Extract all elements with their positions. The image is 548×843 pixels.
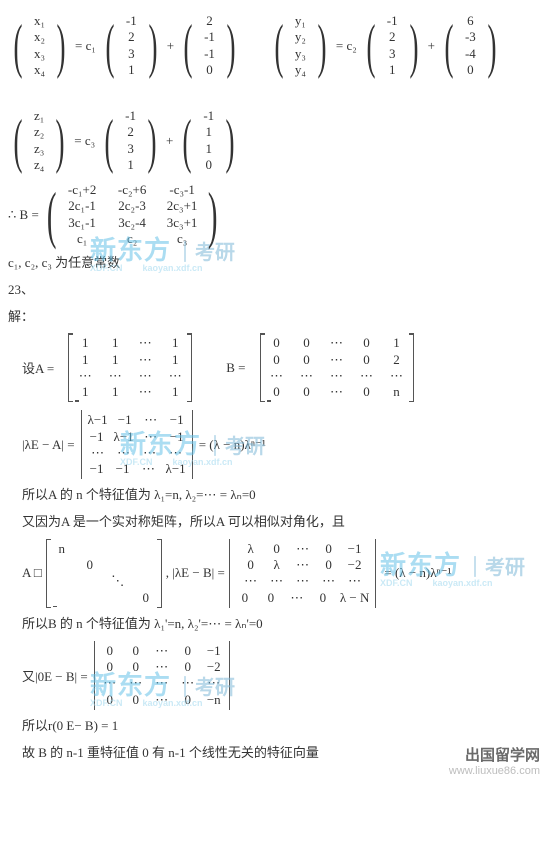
det-rhs: = (λ − n)λⁿ⁻¹ [199, 437, 266, 453]
eigenvalues-A: 所以A 的 n 个特征值为 λ₁=n, λ₂=⋯ = λₙ=0 [22, 485, 540, 506]
diag-matrix: n 0 ⋱ 0 [46, 539, 162, 608]
det0-matrix: 00⋯0−1 00⋯0−2 ⋯⋯⋯⋯⋯ 00⋯0−n [94, 641, 230, 710]
det-lambdaE-A-row: |λE − A| = λ−1−1⋯−1 −1λ−1⋯−1 ⋯⋯⋯⋯ −1−1⋯λ… [22, 410, 540, 479]
solution-label: 解： [8, 307, 540, 328]
det0-lhs: 又|0E − B| = [22, 666, 88, 685]
vector-equations-row: (x₁x₂x₃x₄) = c₁ (-1231) + (2-1-10) (y₁y₂… [8, 12, 540, 174]
footer-title: 出国留学网 [449, 744, 540, 765]
B-prefix: ∴ B = [8, 207, 39, 223]
vec-eq-z: (z₁z₂z₃z₄) = c₃ (-1231) + (-1110) [8, 107, 240, 174]
B-label: B = [226, 360, 245, 376]
symmetry-line: 又因为A 是一个实对称矩阵，所以A 可以相似对角化，且 [22, 512, 540, 533]
det-matrix-B: λ0⋯0−1 0λ⋯0−2 ⋯⋯⋯⋯⋯ 00⋯0λ − N [229, 539, 377, 608]
matrix-B2: 00⋯01 00⋯02 ⋯⋯⋯⋯⋯ 00⋯0n [260, 333, 414, 402]
A-sim-prefix: A □ [22, 565, 42, 581]
matrix-A: 11⋯1 11⋯1 ⋯⋯⋯⋯ 11⋯1 [68, 333, 192, 402]
B-matrix: -c₁+2-c₂+6-c₃-1 2c₁-12c₂-32c₃+1 3c₁-13c₂… [62, 182, 202, 247]
vec-eq-x: (x₁x₂x₃x₄) = c₁ (-1231) + (2-1-10) [8, 12, 241, 79]
footer-credit: 出国留学网 www.liuxue86.com [449, 744, 540, 777]
question-number: 23、 [8, 280, 540, 301]
det-0E-B-row: 又|0E − B| = 00⋯0−1 00⋯0−2 ⋯⋯⋯⋯⋯ 00⋯0−n [22, 641, 540, 710]
constants-text: c₁, c₂, c₃ 为任意常数 [8, 253, 540, 274]
eigenvalues-B: 所以B 的 n 个特征值为 λ₁'=n, λ₂'=⋯ = λₙ'=0 [22, 614, 540, 635]
detB-rhs: = (λ − n)λⁿ⁻¹ [384, 565, 451, 581]
sim-detB-row: A □ n 0 ⋱ 0 , |λE − B| = λ0⋯0−1 0λ⋯0−2 ⋯… [22, 539, 540, 608]
set-A-B-row: 设A = 11⋯1 11⋯1 ⋯⋯⋯⋯ 11⋯1 B = 00⋯01 00⋯02… [22, 333, 540, 402]
setA-prefix: 设A = [22, 358, 54, 377]
footer-url: www.liuxue86.com [449, 765, 540, 777]
rank-line: 所以r(0 E− B) = 1 [22, 716, 540, 737]
B-matrix-row: ∴ B = ( -c₁+2-c₂+6-c₃-1 2c₁-12c₂-32c₃+1 … [8, 182, 540, 247]
det-matrix-A: λ−1−1⋯−1 −1λ−1⋯−1 ⋯⋯⋯⋯ −1−1⋯λ−1 [81, 410, 193, 479]
vec-eq-y: (y₁y₂y₃y₄) = c₂ (-1231) + (6-3-40) [269, 12, 502, 79]
detB-label: , |λE − B| = [166, 565, 225, 581]
det-lhs: |λE − A| = [22, 437, 75, 453]
